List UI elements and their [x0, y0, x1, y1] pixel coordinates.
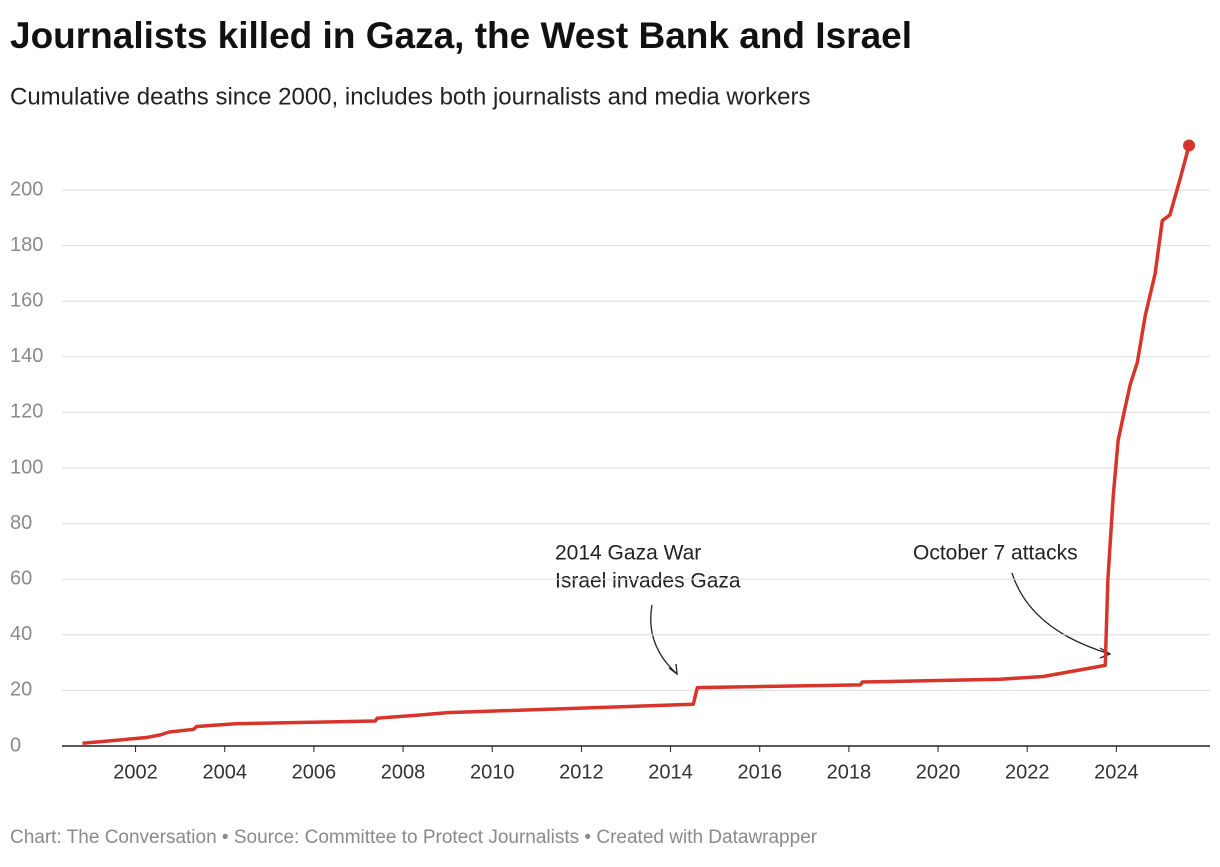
x-tick-label: 2008: [381, 761, 426, 783]
x-tick-label: 2002: [113, 761, 158, 783]
x-tick-label: 2012: [559, 761, 604, 783]
x-tick-label: 2024: [1094, 761, 1139, 783]
y-tick-label: 180: [10, 234, 43, 256]
annotation-arrowhead: [668, 663, 678, 676]
y-tick-label: 40: [10, 623, 32, 645]
data-line: [82, 145, 1191, 745]
x-tick-label: 2006: [292, 761, 337, 783]
y-tick-label: 160: [10, 289, 43, 311]
annotation-arrowhead: [1099, 647, 1112, 659]
annotation: October 7 attacks: [913, 542, 1078, 565]
x-tick-label: 2020: [916, 761, 961, 783]
x-tick-label: 2014: [648, 761, 693, 783]
y-tick-label: 120: [10, 401, 43, 423]
annotation: 2014 Gaza War: [555, 542, 701, 565]
y-tick-label: 80: [10, 512, 32, 534]
y-tick-label: 100: [10, 456, 43, 478]
y-tick-label: 140: [10, 345, 43, 367]
chart-title: Journalists killed in Gaza, the West Ban…: [10, 15, 912, 56]
annotation-arrow: [1011, 572, 1111, 655]
y-tick-label: 200: [10, 178, 43, 200]
annotation-arrow: [650, 604, 678, 675]
y-tick-label: 20: [10, 679, 32, 701]
x-tick-label: 2004: [202, 761, 247, 783]
x-tick-label: 2016: [737, 761, 782, 783]
annotation: Israel invades Gaza: [555, 570, 741, 593]
x-tick-label: 2010: [470, 761, 515, 783]
footer: Chart: The Conversation • Source: Commit…: [10, 827, 818, 848]
y-tick-label: 0: [10, 734, 21, 756]
x-tick-label: 2018: [827, 761, 872, 783]
x-tick-label: 2022: [1005, 761, 1050, 783]
end-point: [1183, 139, 1196, 152]
chart-subtitle: Cumulative deaths since 2000, includes b…: [10, 83, 810, 110]
y-tick-label: 60: [10, 567, 32, 589]
